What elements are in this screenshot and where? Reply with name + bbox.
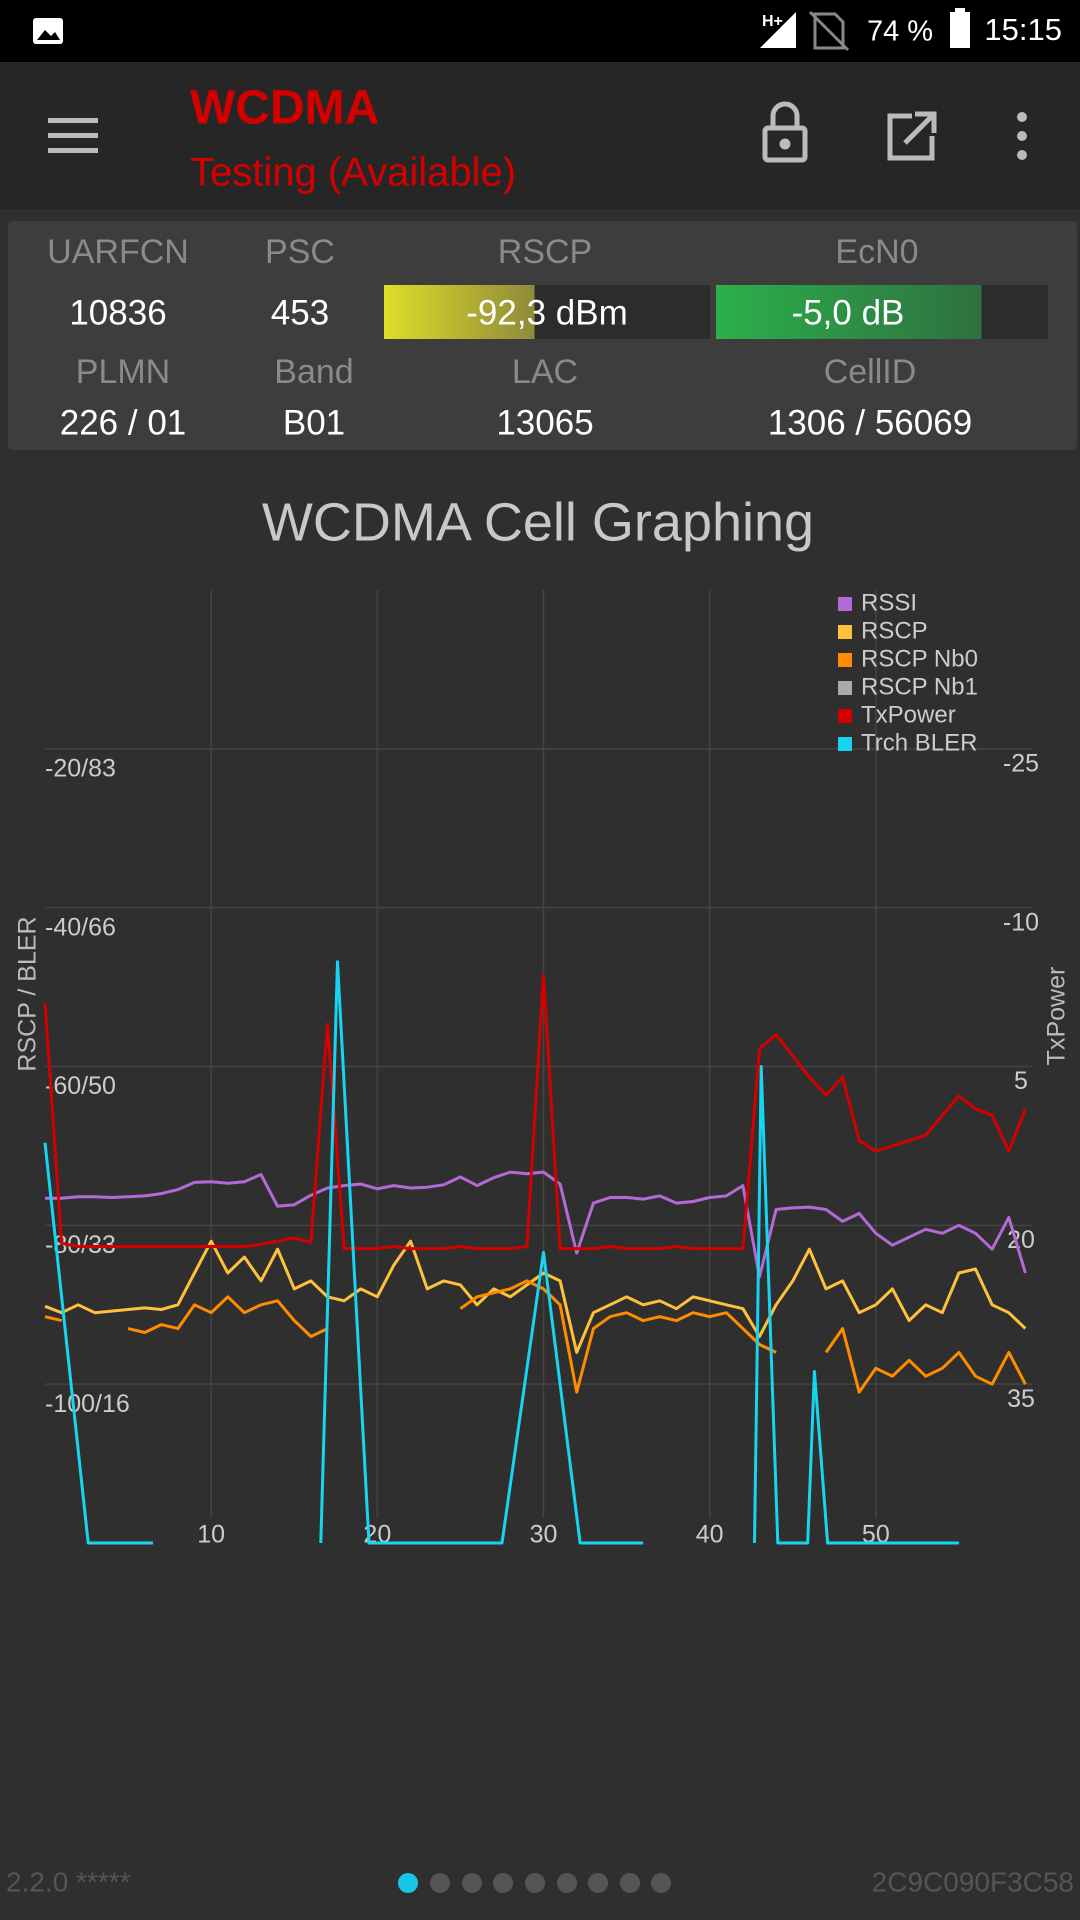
series-line [43,973,1027,1251]
y-tick-label: -60/50 [45,1072,116,1100]
legend-label: RSCP Nb1 [861,673,978,700]
app-title: WCDMA [190,82,379,135]
battery-percent: 74 % [867,16,933,48]
x-tick-label: 40 [696,1521,724,1549]
signal-icon [760,12,796,48]
legend-label: RSSI [861,589,917,616]
legend-swatch [838,625,852,639]
y-axis-label: RSCP / BLER [14,916,42,1071]
ecn0-bar [716,285,982,339]
chart: WCDMA Cell Graphing RSCP / BLER TxPower … [14,492,1071,1548]
value: 10836 [69,293,166,332]
app-bar [0,62,1080,209]
gallery-icon [33,18,63,44]
value: 226 / 01 [60,403,187,442]
series-line [43,960,959,1545]
label: PLMN [76,353,170,391]
status-bar [0,0,1080,62]
y-tick-label: -20/83 [45,754,116,782]
rscp-value: -92,3 dBm [466,293,627,332]
x-tick-label: 10 [197,1521,225,1549]
legend-swatch [838,709,852,723]
label: LAC [512,353,578,391]
y2-tick-label: 5 [1014,1067,1028,1095]
legend-label: Trch BLER [861,729,977,756]
no-sim-icon [808,10,850,52]
legend-label: TxPower [861,701,956,728]
chart-title: WCDMA Cell Graphing [262,492,814,552]
rscp-bar [384,285,535,339]
menu-button[interactable] [48,118,98,153]
y-tick-label: -100/16 [45,1390,130,1418]
lock-button[interactable] [762,101,808,163]
label: CellID [824,353,917,391]
y-tick-label: -40/66 [45,913,116,941]
y2-tick-label: -25 [1003,749,1039,777]
value: 453 [271,293,329,332]
label: EcN0 [835,233,918,271]
app-subtitle: Testing (Available) [190,151,516,195]
legend-label: RSCP Nb0 [861,645,978,672]
value: B01 [283,403,345,442]
legend-label: RSCP [861,617,928,644]
overflow-button[interactable] [1017,112,1027,160]
label: RSCP [498,233,592,271]
label: UARFCN [47,233,189,271]
legend-swatch [838,653,852,667]
x-tick-label: 30 [530,1521,558,1549]
y2-axis-label: TxPower [1043,967,1071,1066]
label: Band [274,353,353,391]
page-indicator[interactable] [398,1873,671,1893]
legend-swatch [838,737,852,751]
series-line [44,1279,1027,1394]
device-id: 2C9C090F3C58 [872,1866,1074,1897]
battery-icon [950,8,970,48]
legend-swatch [838,597,852,611]
series-line [45,1170,1027,1279]
label: PSC [265,233,335,271]
version: 2.2.0 ***** [6,1866,131,1897]
value: 1306 / 56069 [768,403,972,442]
clock: 15:15 [984,12,1062,47]
y2-tick-label: -10 [1003,908,1039,936]
ecn0-value: -5,0 dB [792,293,905,332]
y2-tick-label: 35 [1007,1385,1035,1413]
value: 13065 [496,403,593,442]
share-button[interactable] [887,111,937,161]
network-type: H+ [762,13,783,30]
legend-swatch [838,681,852,695]
